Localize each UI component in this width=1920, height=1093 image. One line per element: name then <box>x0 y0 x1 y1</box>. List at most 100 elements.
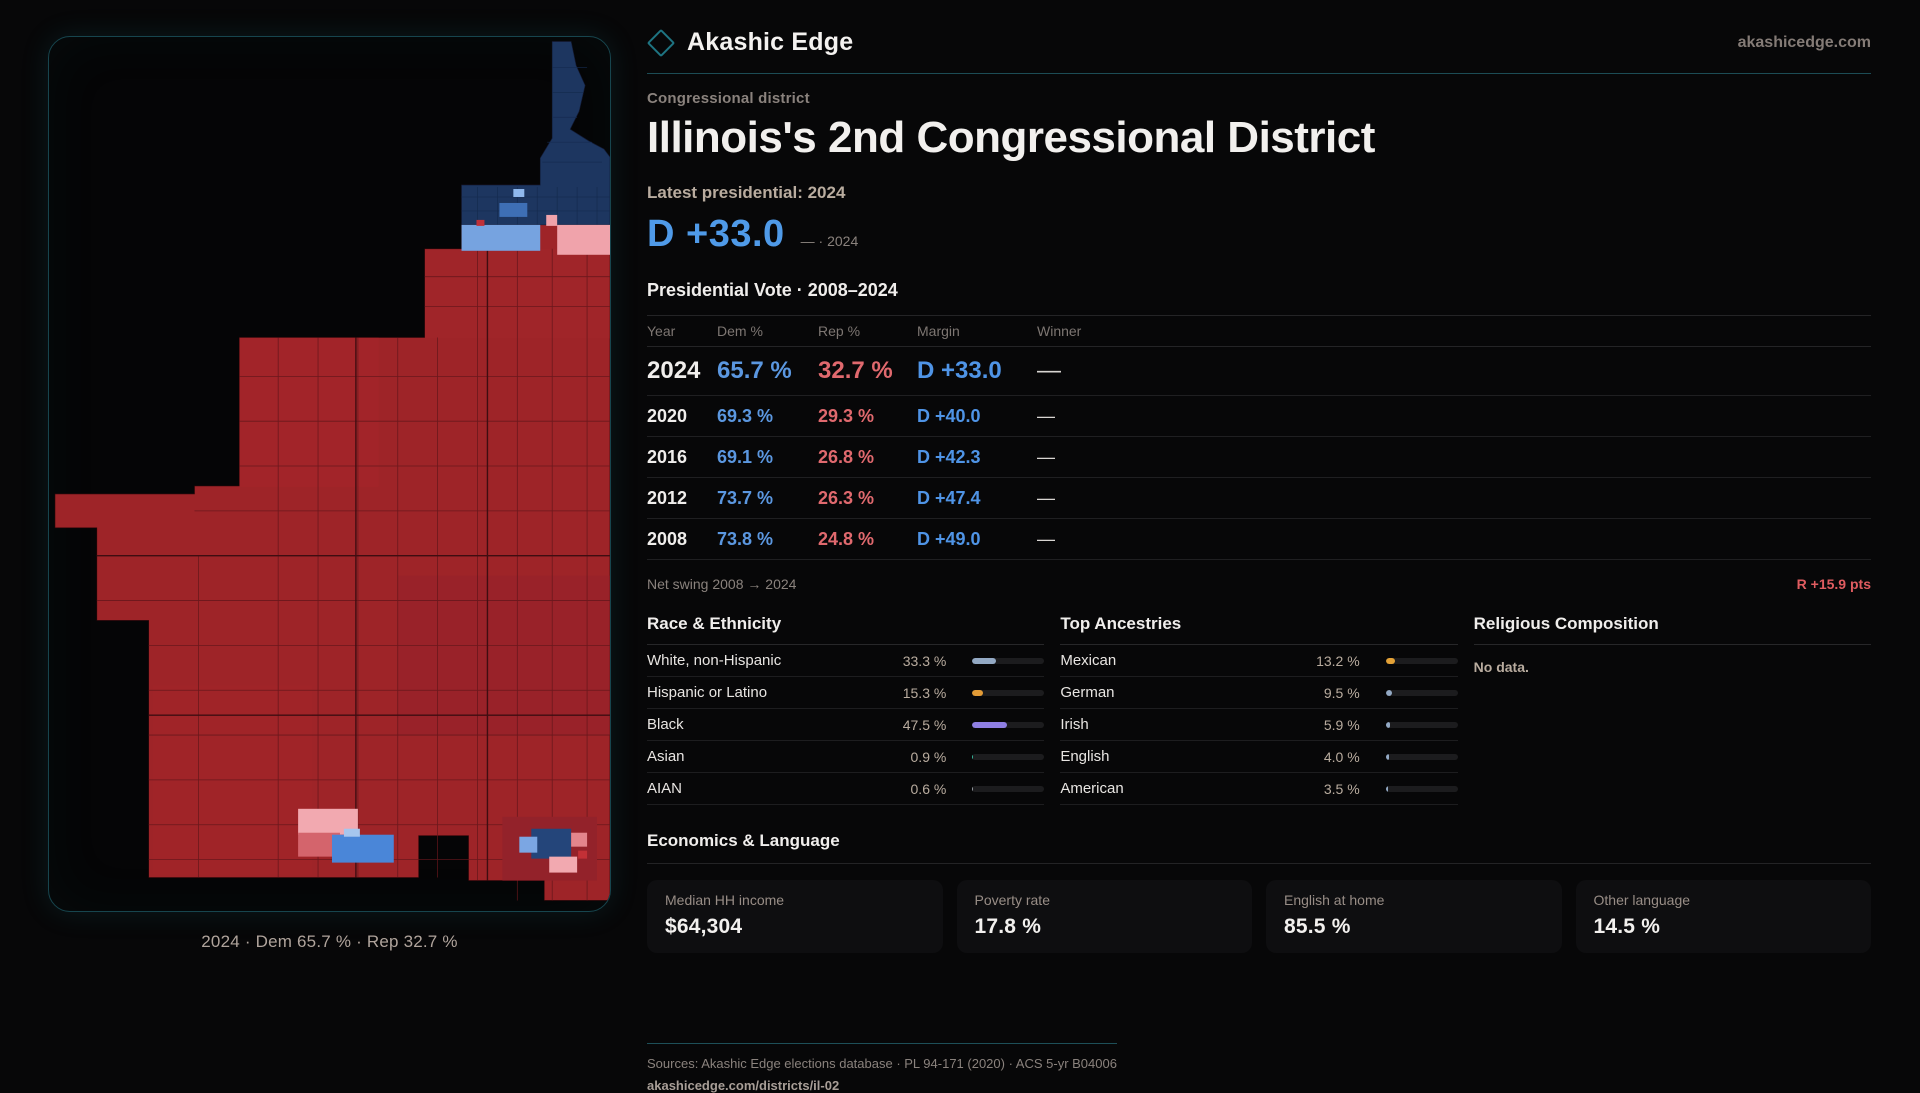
demo-value: 33.3 % <box>882 653 946 669</box>
stat-value: 85.5 % <box>1284 915 1544 939</box>
col-year: Year <box>647 323 717 339</box>
margin-value: D +33.0 <box>647 213 785 256</box>
demo-bar <box>1386 786 1458 792</box>
vote-table-header: Year Dem % Rep % Margin Winner <box>647 315 1871 347</box>
net-swing-row: Net swing 2008 → 2024 R +15.9 pts <box>647 576 1871 592</box>
map-frame <box>48 36 611 912</box>
col-dem: Dem % <box>717 323 818 339</box>
demo-value: 4.0 % <box>1296 749 1360 765</box>
year-cell: 2020 <box>647 406 717 427</box>
site-domain-link[interactable]: akashicedge.com <box>1738 34 1871 52</box>
permalink[interactable]: akashicedge.com/districts/il-02 <box>647 1078 1117 1093</box>
page-title: Illinois's 2nd Congressional District <box>647 113 1871 163</box>
demo-label: Asian <box>647 748 882 765</box>
demo-bar-fill <box>1386 690 1393 696</box>
demo-bar-fill <box>972 754 973 760</box>
kicker: Congressional district <box>647 90 1871 107</box>
margin-note: — · 2024 <box>801 233 859 249</box>
demo-bar <box>1386 754 1458 760</box>
demo-label: Irish <box>1060 716 1295 733</box>
year-cell: 2008 <box>647 529 717 550</box>
margin-cell: D +42.3 <box>917 447 1037 468</box>
winner-cell: — <box>1037 357 1871 385</box>
ancestry-title: Top Ancestries <box>1060 614 1457 645</box>
margin-cell: D +33.0 <box>917 357 1037 385</box>
demo-bar <box>972 786 1044 792</box>
demo-bar <box>972 658 1044 664</box>
demo-value: 5.9 % <box>1296 717 1360 733</box>
rep-cell: 32.7 % <box>818 357 917 385</box>
demo-bar <box>972 754 1044 760</box>
demo-label: Hispanic or Latino <box>647 684 882 701</box>
economics-title: Economics & Language <box>647 831 1871 864</box>
dem-cell: 73.7 % <box>717 488 818 509</box>
rep-cell: 24.8 % <box>818 529 917 550</box>
brand-name: Akashic Edge <box>687 28 853 57</box>
rep-cell: 26.3 % <box>818 488 917 509</box>
rep-cell: 26.8 % <box>818 447 917 468</box>
race-title: Race & Ethnicity <box>647 614 1044 645</box>
demo-bar-fill <box>972 690 983 696</box>
header-bar: Akashic Edge akashicedge.com <box>647 28 1871 74</box>
religion-empty-state: No data. <box>1474 659 1871 675</box>
demo-value: 9.5 % <box>1296 685 1360 701</box>
brand-diamond-icon <box>647 28 675 56</box>
demo-bar <box>1386 658 1458 664</box>
col-rep: Rep % <box>818 323 917 339</box>
precinct-map[interactable] <box>49 37 610 911</box>
demo-bar <box>1386 690 1458 696</box>
religion-column: Religious Composition No data. <box>1474 614 1871 805</box>
stat-label: Poverty rate <box>975 892 1235 908</box>
demo-label: Mexican <box>1060 652 1295 669</box>
demo-bar <box>1386 722 1458 728</box>
demo-bar-fill <box>972 658 996 664</box>
demo-value: 0.9 % <box>882 749 946 765</box>
margin-cell: D +40.0 <box>917 406 1037 427</box>
demo-label: English <box>1060 748 1295 765</box>
demo-value: 13.2 % <box>1296 653 1360 669</box>
col-winner: Winner <box>1037 323 1871 339</box>
col-margin: Margin <box>917 323 1037 339</box>
winner-cell: — <box>1037 529 1871 550</box>
demo-bar-fill <box>1386 722 1390 728</box>
demo-bar <box>972 690 1044 696</box>
district-map-panel: 2024 · Dem 65.7 % · Rep 32.7 % <box>48 36 611 952</box>
religion-title: Religious Composition <box>1474 614 1871 645</box>
stat-card: Median HH income$64,304 <box>647 880 943 953</box>
stat-label: English at home <box>1284 892 1544 908</box>
net-swing-label: Net swing 2008 → 2024 <box>647 576 796 592</box>
stat-card: English at home 85.5 % <box>1266 880 1562 953</box>
map-lean-rep-band <box>557 225 610 255</box>
demo-bar <box>972 722 1044 728</box>
demo-label: Black <box>647 716 882 733</box>
demo-value: 15.3 % <box>882 685 946 701</box>
dem-cell: 69.1 % <box>717 447 818 468</box>
demo-label: American <box>1060 780 1295 797</box>
stat-label: Median HH income <box>665 892 925 908</box>
winner-cell: — <box>1037 488 1871 509</box>
margin-cell: D +47.4 <box>917 488 1037 509</box>
stat-value: 14.5 % <box>1594 915 1854 939</box>
dem-cell: 69.3 % <box>717 406 818 427</box>
demo-label: AIAN <box>647 780 882 797</box>
